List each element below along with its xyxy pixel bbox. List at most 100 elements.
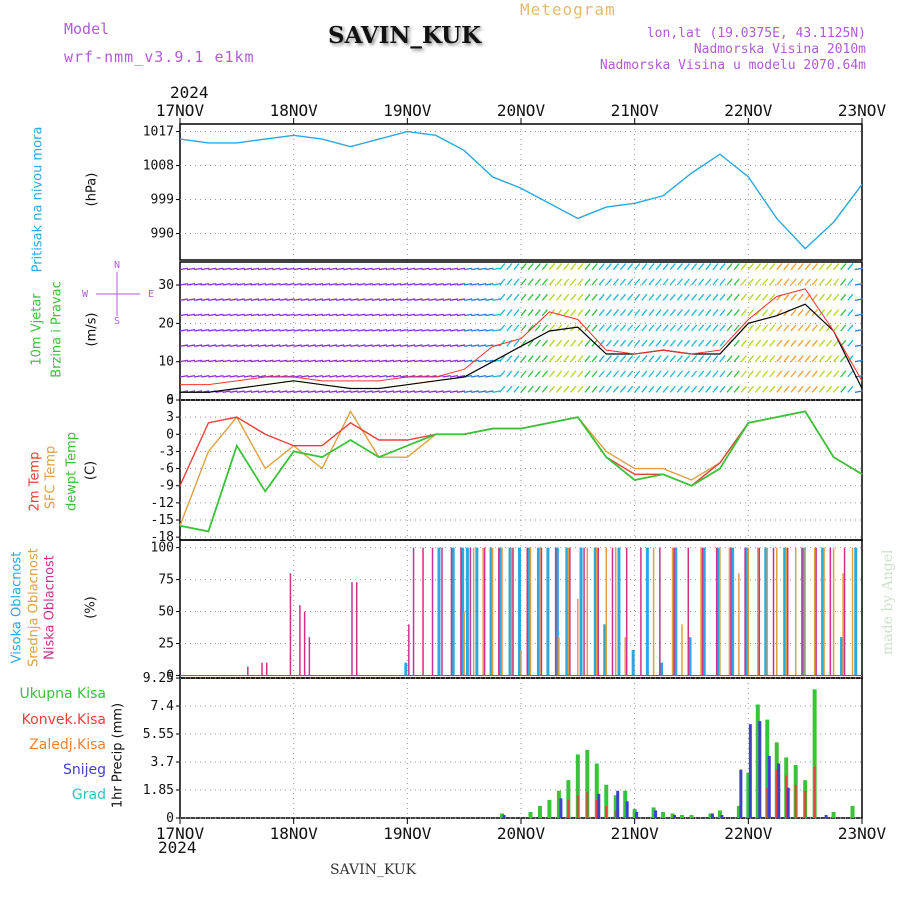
wind-arrow — [236, 344, 245, 347]
wind-arrow — [698, 293, 705, 301]
wind-arrow — [371, 390, 380, 393]
wind-arrow — [485, 374, 494, 378]
wind-arrow — [655, 324, 662, 332]
wind-arrow — [534, 370, 541, 378]
wind-arrow — [222, 374, 231, 378]
wind-arrow — [393, 359, 402, 363]
wind-arrow — [705, 293, 712, 301]
wind-arrow — [456, 328, 466, 332]
wind-arrow — [464, 282, 473, 286]
wind-arrow — [698, 263, 705, 271]
wind-arrow — [683, 370, 691, 378]
wind-arrow — [655, 263, 662, 271]
wind-arrow — [272, 313, 281, 317]
wind-arrow — [691, 293, 698, 301]
precip-tick-label: 9.25 — [143, 671, 174, 686]
wind-arrow — [179, 267, 188, 271]
wind-arrow — [314, 298, 323, 301]
wind-arrow — [222, 328, 231, 332]
wind-arrow — [847, 263, 854, 271]
precip-snow-bar — [824, 814, 828, 818]
precip-total-bar — [594, 763, 599, 818]
wind-arrow — [478, 374, 487, 378]
wind-arrow — [485, 267, 494, 271]
wind-arrow — [421, 282, 430, 286]
wind-arrow — [627, 309, 634, 317]
wind-arrow — [563, 355, 570, 363]
wind-arrow — [563, 263, 570, 271]
wind-arrow — [464, 390, 473, 393]
wind-arrow — [506, 263, 513, 271]
wind-arrow — [321, 374, 331, 378]
wind-arrow — [513, 339, 520, 347]
wind-arrow — [548, 385, 556, 393]
wind-arrow — [797, 278, 804, 286]
wind-arrow — [364, 298, 373, 301]
wind-arrow — [612, 293, 619, 301]
wind-arrow — [307, 298, 316, 301]
wind-arrow — [605, 309, 612, 317]
wind-arrow — [414, 298, 423, 301]
wind-arrow — [570, 339, 577, 347]
wind-arrow — [243, 390, 252, 393]
wind-arrow — [393, 313, 402, 317]
dewpt-temp-line — [179, 410, 863, 533]
precip-snow-bar — [758, 721, 762, 818]
temp-label-2m: 2m Temp — [27, 451, 43, 512]
wind-arrow — [357, 344, 366, 347]
wind-arrow — [548, 339, 556, 347]
wind-arrow — [478, 313, 487, 317]
wind-arrow — [669, 293, 676, 301]
wind-arrow — [243, 267, 252, 271]
wind-arrow — [527, 385, 534, 393]
wind-arrow — [471, 313, 480, 317]
wind-arrow — [208, 359, 217, 363]
wind-arrow — [293, 344, 302, 347]
wind-arrow — [783, 385, 790, 393]
time-label-top: 21NOV — [611, 101, 660, 120]
precip-total-bar — [765, 719, 770, 818]
precip-conv-bar — [794, 784, 797, 818]
precip-total-bar — [717, 810, 722, 818]
wind-arrow — [201, 282, 210, 286]
wind-arrow — [179, 313, 188, 317]
wind-arrow — [407, 344, 416, 347]
wind-arrow — [442, 359, 451, 363]
wind-arrow — [314, 328, 323, 332]
wind-arrow — [612, 278, 619, 286]
wind-arrow — [825, 370, 833, 378]
wind-arrow — [506, 385, 513, 393]
wind-arrow — [641, 278, 648, 286]
wind-arrow — [854, 313, 863, 317]
wind-arrow — [591, 278, 598, 286]
wind-arrow — [321, 282, 331, 286]
wind-arrow — [548, 355, 556, 363]
wind-arrow — [811, 370, 818, 378]
wind-arrow — [691, 309, 698, 317]
wind-arrow — [314, 282, 323, 286]
wind-arrow — [840, 355, 847, 363]
wind-arrow — [456, 374, 466, 378]
wind-arrow — [698, 339, 705, 347]
wind-arrow — [357, 282, 366, 286]
wind-arrow — [669, 278, 676, 286]
wind-arrow — [577, 278, 584, 286]
wind-arrow — [854, 344, 863, 347]
wind-arrow — [833, 385, 840, 393]
wind-arrow — [492, 390, 501, 393]
wind-arrow — [825, 309, 833, 317]
wind-arrow — [513, 324, 520, 332]
wind-arrow — [612, 309, 619, 317]
wind-arrow — [378, 359, 387, 363]
wind-arrow — [400, 313, 409, 317]
wind-arrow — [243, 313, 252, 317]
wind-arrow — [449, 313, 458, 317]
wind-arrow — [421, 298, 430, 301]
wind-arrow — [783, 293, 790, 301]
wind-arrow — [300, 328, 309, 332]
wind-arrow — [619, 278, 627, 286]
wind-arrow — [541, 324, 548, 332]
wind-arrow — [243, 298, 252, 301]
wind-arrow — [683, 263, 691, 271]
